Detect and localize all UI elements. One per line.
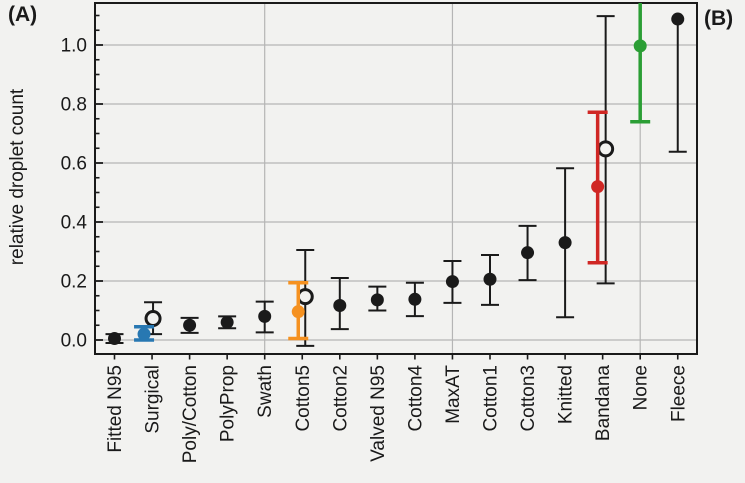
x-tick-label: Bandana (593, 365, 614, 442)
open-marker (296, 288, 314, 306)
x-tick-label: Cotton4 (405, 365, 426, 432)
x-tick-label: Knitted (556, 365, 577, 424)
plot-frame (94, 2, 698, 355)
filled-marker (137, 327, 151, 341)
y-tick-label: 0.6 (61, 154, 87, 175)
filled-marker (591, 180, 605, 194)
x-tick-label: PolyProp (218, 365, 239, 442)
x-tick-label: Fitted N95 (105, 365, 126, 453)
data-point-surgical (134, 301, 163, 342)
data-point-fleece (668, 12, 687, 153)
filled-marker (333, 298, 347, 312)
data-point-polyprop (218, 315, 237, 330)
data-point-bandana (587, 15, 615, 285)
data-point-cotton5 (288, 249, 315, 347)
filled-marker (220, 315, 234, 329)
filled-marker (370, 293, 384, 307)
filled-marker (183, 318, 197, 332)
panel-label-a: (A) (8, 3, 38, 26)
filled-marker (633, 39, 647, 53)
x-tick-label: Cotton2 (330, 365, 351, 432)
x-tick-label: Cotton1 (481, 365, 502, 432)
x-tick-label: Cotton5 (293, 365, 314, 432)
x-tick-label: Swath (255, 365, 276, 418)
data-point-fitted-n95 (105, 332, 124, 346)
y-axis-tick-labels: 0.0 0.2 0.4 0.6 0.8 1.0 (61, 36, 88, 352)
data-point-cotton4 (405, 281, 424, 318)
x-tick-label: Fleece (668, 365, 689, 422)
data-point-cotton1 (481, 254, 499, 306)
filled-marker (108, 332, 121, 346)
data-point-cotton3 (518, 224, 537, 282)
filled-marker (671, 12, 685, 26)
y-axis-ticks (95, 14, 103, 341)
filled-marker (408, 292, 422, 306)
x-axis-ticks (113, 354, 679, 360)
data-point-none (630, 3, 651, 124)
x-tick-label: MaxAT (443, 365, 464, 424)
data-point-swath (255, 300, 274, 334)
y-tick-label: 0.8 (61, 95, 87, 116)
x-tick-label: Valved N95 (368, 365, 389, 462)
data-point-knitted (556, 167, 575, 319)
x-tick-label: None (631, 365, 652, 410)
filled-marker (483, 272, 497, 286)
data-point-cotton2 (330, 277, 349, 331)
y-tick-label: 0.0 (61, 331, 87, 352)
filled-marker (445, 275, 459, 289)
open-marker (597, 140, 615, 158)
x-axis-tick-labels: Fitted N95 Surgical Poly/Cotton PolyProp Swa… (105, 365, 689, 464)
data-point-valved-n95 (368, 285, 387, 312)
gridlines (95, 3, 697, 354)
x-tick-label: Surgical (143, 365, 164, 434)
y-tick-label: 0.4 (61, 213, 88, 234)
y-tick-label: 0.2 (61, 272, 87, 293)
open-marker (144, 309, 162, 327)
data-point-maxat (443, 259, 462, 304)
filled-marker (558, 236, 572, 250)
y-tick-label: 1.0 (61, 36, 87, 57)
x-tick-label: Poly/Cotton (180, 365, 201, 463)
panel-label-b: (B) (704, 7, 734, 30)
x-tick-label: Cotton3 (518, 365, 539, 432)
filled-marker (258, 309, 272, 323)
filled-marker (521, 246, 535, 260)
filled-marker (291, 305, 305, 319)
data-point-poly-cotton (180, 316, 199, 334)
